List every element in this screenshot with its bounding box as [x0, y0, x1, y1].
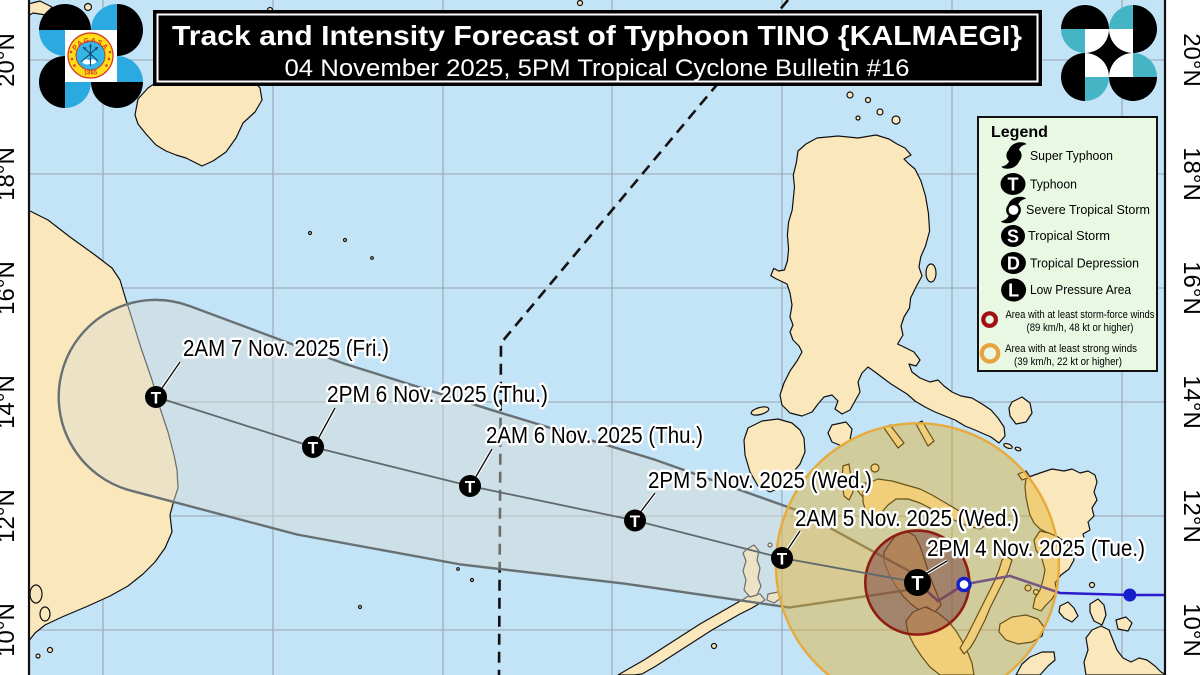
svg-text:20°N: 20°N — [0, 33, 20, 87]
svg-text:T: T — [1008, 175, 1019, 195]
svg-text:Severe Tropical Storm: Severe Tropical Storm — [1026, 202, 1150, 217]
svg-text:(39 km/h, 22 kt or higher): (39 km/h, 22 kt or higher) — [1014, 356, 1122, 368]
svg-text:2PM 4 Nov. 2025 (Tue.): 2PM 4 Nov. 2025 (Tue.) — [927, 535, 1145, 561]
svg-text:Tropical Storm: Tropical Storm — [1028, 228, 1110, 243]
svg-text:Super Typhoon: Super Typhoon — [1030, 148, 1113, 163]
svg-text:(89 km/h, 48 kt or higher): (89 km/h, 48 kt or higher) — [1027, 322, 1134, 334]
svg-text:T: T — [777, 550, 788, 569]
svg-text:Legend: Legend — [991, 124, 1048, 141]
svg-text:14°N: 14°N — [0, 375, 20, 429]
svg-text:Area with at least storm-force: Area with at least storm-force winds — [1006, 309, 1155, 321]
svg-text:2PM 5 Nov. 2025 (Wed.): 2PM 5 Nov. 2025 (Wed.) — [648, 467, 872, 493]
svg-text:Typhoon: Typhoon — [1030, 177, 1077, 192]
svg-text:1865: 1865 — [84, 71, 98, 77]
svg-text:2PM 5 Nov. 2025 (Wed.): 2PM 5 Nov. 2025 (Wed.) — [648, 467, 872, 493]
svg-text:Low Pressure Area: Low Pressure Area — [1030, 282, 1132, 297]
svg-text:16°N: 16°N — [1178, 261, 1200, 315]
svg-text:D: D — [1007, 254, 1020, 274]
svg-text:2AM 5 Nov. 2025 (Wed.): 2AM 5 Nov. 2025 (Wed.) — [795, 505, 1019, 531]
svg-text:2PM 6 Nov. 2025 (Thu.): 2PM 6 Nov. 2025 (Thu.) — [327, 381, 548, 407]
svg-text:T: T — [465, 478, 476, 497]
svg-text:2AM 6 Nov. 2025 (Thu.): 2AM 6 Nov. 2025 (Thu.) — [486, 422, 703, 448]
svg-text:12°N: 12°N — [1178, 489, 1200, 543]
svg-text:L: L — [1008, 281, 1019, 301]
svg-text:20°N: 20°N — [1178, 33, 1200, 87]
svg-text:T: T — [308, 439, 319, 458]
svg-text:18°N: 18°N — [0, 147, 20, 201]
svg-text:14°N: 14°N — [1178, 375, 1200, 429]
svg-text:12°N: 12°N — [0, 489, 20, 543]
svg-text:2AM 7 Nov. 2025 (Fri.): 2AM 7 Nov. 2025 (Fri.) — [183, 335, 389, 361]
svg-text:10°N: 10°N — [1178, 603, 1200, 657]
svg-text:T: T — [151, 389, 162, 408]
svg-text:16°N: 16°N — [0, 261, 20, 315]
svg-text:10°N: 10°N — [0, 603, 20, 657]
svg-text:T: T — [630, 512, 641, 531]
svg-text:Track and Intensity Forecast o: Track and Intensity Forecast of Typhoon … — [172, 20, 1022, 51]
svg-text:T: T — [911, 573, 923, 595]
svg-text:18°N: 18°N — [1178, 147, 1200, 201]
svg-text:S: S — [1007, 227, 1019, 247]
svg-text:2PM 4 Nov. 2025 (Tue.): 2PM 4 Nov. 2025 (Tue.) — [927, 535, 1145, 561]
svg-text:Tropical Depression: Tropical Depression — [1030, 256, 1139, 271]
svg-text:04 November 2025, 5PM Tropical: 04 November 2025, 5PM Tropical Cyclone B… — [285, 55, 910, 82]
svg-text:2PM 6 Nov. 2025 (Thu.): 2PM 6 Nov. 2025 (Thu.) — [327, 381, 548, 407]
svg-text:2AM 6 Nov. 2025 (Thu.): 2AM 6 Nov. 2025 (Thu.) — [486, 422, 703, 448]
svg-text:2AM 5 Nov. 2025 (Wed.): 2AM 5 Nov. 2025 (Wed.) — [795, 505, 1019, 531]
svg-text:2AM 7 Nov. 2025 (Fri.): 2AM 7 Nov. 2025 (Fri.) — [183, 335, 389, 361]
svg-text:Area with at least strong wind: Area with at least strong winds — [1005, 343, 1137, 355]
